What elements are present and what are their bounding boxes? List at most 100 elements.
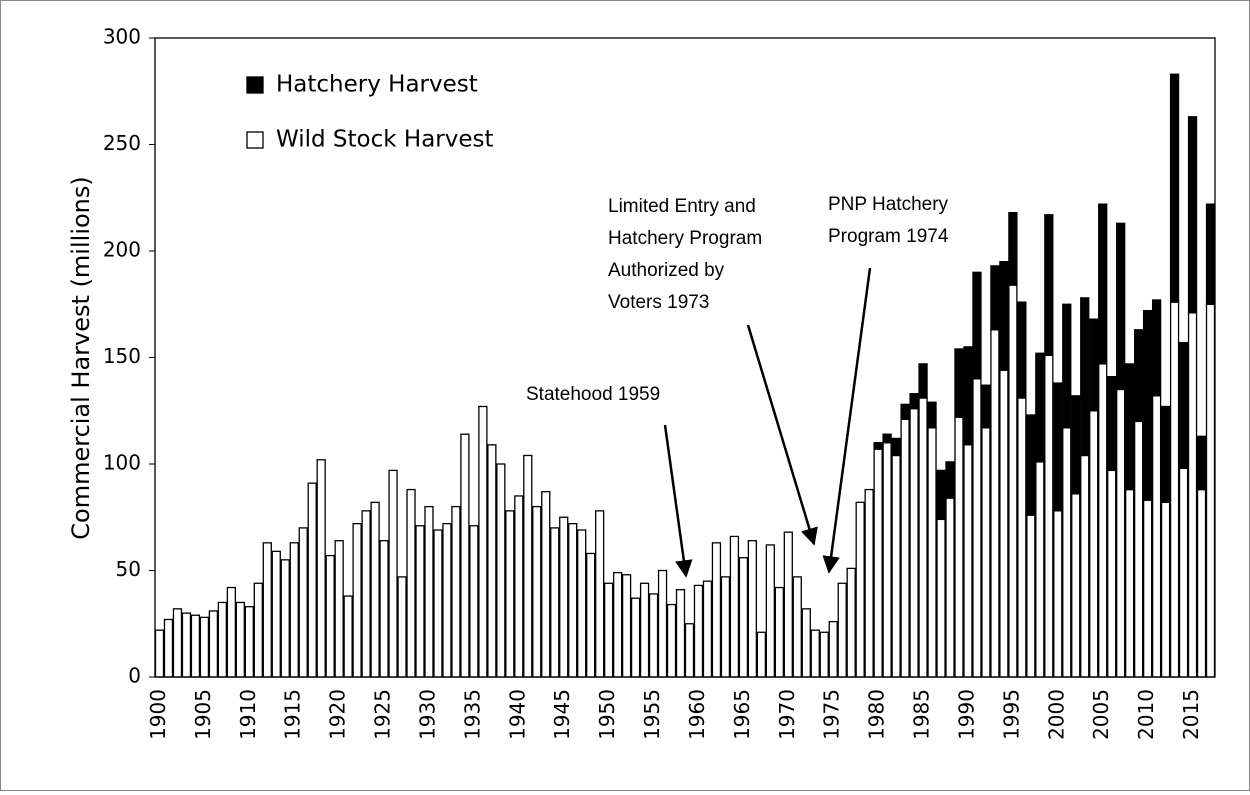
bar-segment xyxy=(1169,73,1180,303)
bar-segment xyxy=(1035,352,1045,463)
bar-segment xyxy=(954,348,964,418)
bar-segment xyxy=(999,260,1009,371)
bar-segment xyxy=(199,616,210,678)
bar-segment xyxy=(855,501,865,678)
bar-segment xyxy=(163,618,174,678)
bar-segment xyxy=(568,522,578,678)
bar-segment xyxy=(514,495,524,678)
bar-segment xyxy=(1026,414,1036,516)
bar-segment xyxy=(864,488,874,678)
bar-segment xyxy=(900,403,910,420)
y-tick-label: 200 xyxy=(103,238,141,262)
bar-segment xyxy=(505,510,515,678)
y-tick-label: 150 xyxy=(103,344,141,368)
bar-segment xyxy=(1062,427,1072,678)
bar-segment xyxy=(1044,214,1054,357)
bar-segment xyxy=(801,608,811,678)
bar-segment xyxy=(1205,303,1216,678)
bar-segment xyxy=(648,593,659,678)
bar-segment xyxy=(702,580,713,678)
bar-segment xyxy=(891,454,901,678)
bar-segment xyxy=(370,501,380,678)
bar-segment xyxy=(1080,297,1090,457)
bar-segment xyxy=(1098,363,1108,678)
annotation: PNP Hatchery xyxy=(828,194,949,215)
bar-segment xyxy=(1116,388,1126,678)
bar-segment xyxy=(532,505,542,678)
bar-segment xyxy=(873,448,883,678)
bar-segment xyxy=(1062,303,1072,429)
bar-segment xyxy=(621,574,632,678)
bar-segment xyxy=(1169,301,1180,678)
bar-segment xyxy=(334,540,344,678)
bar-segment xyxy=(577,529,587,678)
x-tick-label: 1970 xyxy=(775,689,799,740)
bar-segment xyxy=(1071,395,1081,495)
bar-segment xyxy=(981,427,991,678)
bar-segment xyxy=(927,427,937,678)
x-tick-label: 1980 xyxy=(865,689,889,740)
bar-segment xyxy=(1178,467,1189,678)
bar-segment xyxy=(918,363,928,399)
bar-segment xyxy=(1160,501,1171,678)
bar-segment xyxy=(379,540,389,678)
bar-segment xyxy=(280,559,290,678)
x-tick-label: 1910 xyxy=(236,689,260,740)
legend-label: Hatchery Harvest xyxy=(276,72,478,98)
bar-segment xyxy=(1098,203,1108,365)
bar-segment xyxy=(388,469,398,678)
bar-segment xyxy=(1107,469,1117,678)
bar-segment xyxy=(1044,354,1054,678)
y-tick-label: 50 xyxy=(116,557,141,581)
bar-segment xyxy=(352,522,362,678)
bar-segment xyxy=(289,542,299,678)
bar-segment xyxy=(487,444,497,678)
bar-segment xyxy=(406,488,416,678)
bar-segment xyxy=(559,516,569,678)
bar-segment xyxy=(1196,435,1207,491)
bar-segment xyxy=(253,582,263,678)
bar-segment xyxy=(729,535,740,678)
bar-segment xyxy=(936,469,946,521)
bar-segment xyxy=(1187,116,1198,314)
bar-segment xyxy=(747,540,758,678)
plot-area xyxy=(154,37,1216,678)
bar-segment xyxy=(738,557,749,678)
bar-segment xyxy=(972,271,982,380)
y-tick-label: 300 xyxy=(103,25,141,49)
x-tick-label: 1960 xyxy=(685,689,709,740)
bar-segment xyxy=(639,582,650,678)
x-tick-label: 2000 xyxy=(1044,689,1068,740)
bar-segment xyxy=(451,505,461,678)
bar-segment xyxy=(783,531,793,678)
bar-segment xyxy=(1142,499,1153,678)
bar-segment xyxy=(1116,222,1126,391)
bar-segment xyxy=(711,542,722,678)
legend-label: Wild Stock Harvest xyxy=(276,127,494,153)
bar-segment xyxy=(190,614,201,678)
bar-segment xyxy=(882,442,892,678)
x-tick-label: 1915 xyxy=(281,689,305,740)
bar-segment xyxy=(523,454,533,678)
x-tick-label: 2010 xyxy=(1134,689,1158,740)
bar-segment xyxy=(990,329,1000,678)
bar-segment xyxy=(630,597,641,678)
bar-segment xyxy=(1134,420,1144,678)
bar-segment xyxy=(262,542,272,678)
bar-segment xyxy=(469,525,479,678)
bar-segment xyxy=(181,612,192,678)
x-tick-label: 1900 xyxy=(146,689,170,740)
bar-segment xyxy=(586,552,596,678)
bar-segment xyxy=(612,571,623,678)
bar-segment xyxy=(343,595,353,678)
bar-segment xyxy=(909,407,919,678)
bar-segment xyxy=(972,378,982,678)
x-tick-label: 2015 xyxy=(1179,689,1203,740)
bar-segment xyxy=(765,544,775,678)
x-tick-label: 1965 xyxy=(730,689,754,740)
annotation: Program 1974 xyxy=(828,226,949,247)
bar-segment xyxy=(846,567,856,678)
bar-segment xyxy=(657,569,668,678)
legend-swatch xyxy=(246,76,264,94)
